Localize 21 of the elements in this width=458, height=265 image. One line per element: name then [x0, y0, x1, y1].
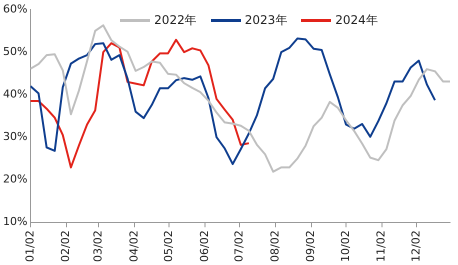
x-tick-label: 06/02 — [198, 230, 211, 262]
x-tick-label: 08/02 — [268, 230, 282, 262]
y-tick-label: 60% — [2, 2, 28, 16]
x-tick-label: 07/02 — [232, 230, 246, 262]
x-tick-label: 09/02 — [304, 230, 318, 262]
x-tick-label: 11/02 — [374, 230, 388, 262]
y-tick-label: 20% — [2, 172, 28, 186]
x-tick-label: 10/02 — [338, 230, 352, 262]
x-tick-label: 03/02 — [92, 230, 104, 262]
x-tick-label: 04/02 — [127, 230, 140, 262]
x-tick-label: 05/02 — [162, 230, 176, 262]
legend-label: 2023年 — [244, 12, 288, 29]
legend-label: 2024年 — [335, 12, 378, 29]
y-tick-label: 10% — [2, 215, 28, 228]
y-tick-label: 40% — [2, 88, 28, 101]
y-tick-label: 30% — [2, 130, 28, 144]
x-tick-label: 12/02 — [409, 230, 422, 262]
x-tick-label: 01/02 — [23, 230, 36, 262]
x-tick-label: 02/02 — [59, 230, 72, 262]
y-tick-label: 50% — [2, 45, 28, 58]
legend-label: 2022年 — [154, 12, 197, 29]
